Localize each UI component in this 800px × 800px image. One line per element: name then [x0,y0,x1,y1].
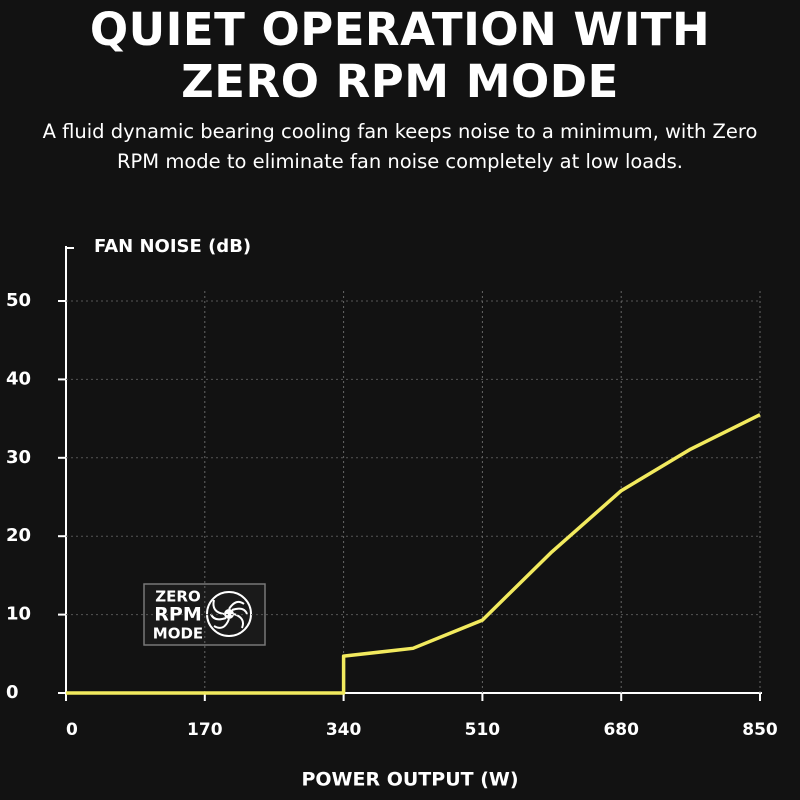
x-tick-label: 680 [603,720,639,740]
y-tick-label: 20 [6,525,31,546]
fan-hub [224,609,234,619]
y-tick-label: 30 [6,447,31,468]
data-line [66,413,761,695]
badge-box [143,583,266,646]
x-tick-label: 0 [66,720,78,740]
fan-icon [206,591,252,637]
subtitle: A fluid dynamic bearing cooling fan keep… [42,120,758,173]
y-axis-label: FAN NOISE (dB) [94,236,251,257]
x-tick-label: 340 [326,720,362,740]
zero-rpm-badge [143,583,266,646]
y-tick-label: 10 [6,604,31,625]
x-tick-label: 850 [742,720,778,740]
badge-text: ZERO [155,588,200,606]
fan-blades [210,599,248,629]
x-tick-label: 510 [465,720,501,740]
y-tick-label: 50 [6,290,31,311]
title: QUIET OPERATION WITH ZERO RPM MODE [89,3,711,108]
badge-text: RPM [154,604,201,626]
y-tick-label: 40 [6,368,31,389]
x-tick-label: 170 [187,720,223,740]
x-axis-label: POWER OUTPUT (W) [301,769,518,791]
badge-text: MODE [153,625,203,643]
y-tick-label: 0 [6,682,19,703]
